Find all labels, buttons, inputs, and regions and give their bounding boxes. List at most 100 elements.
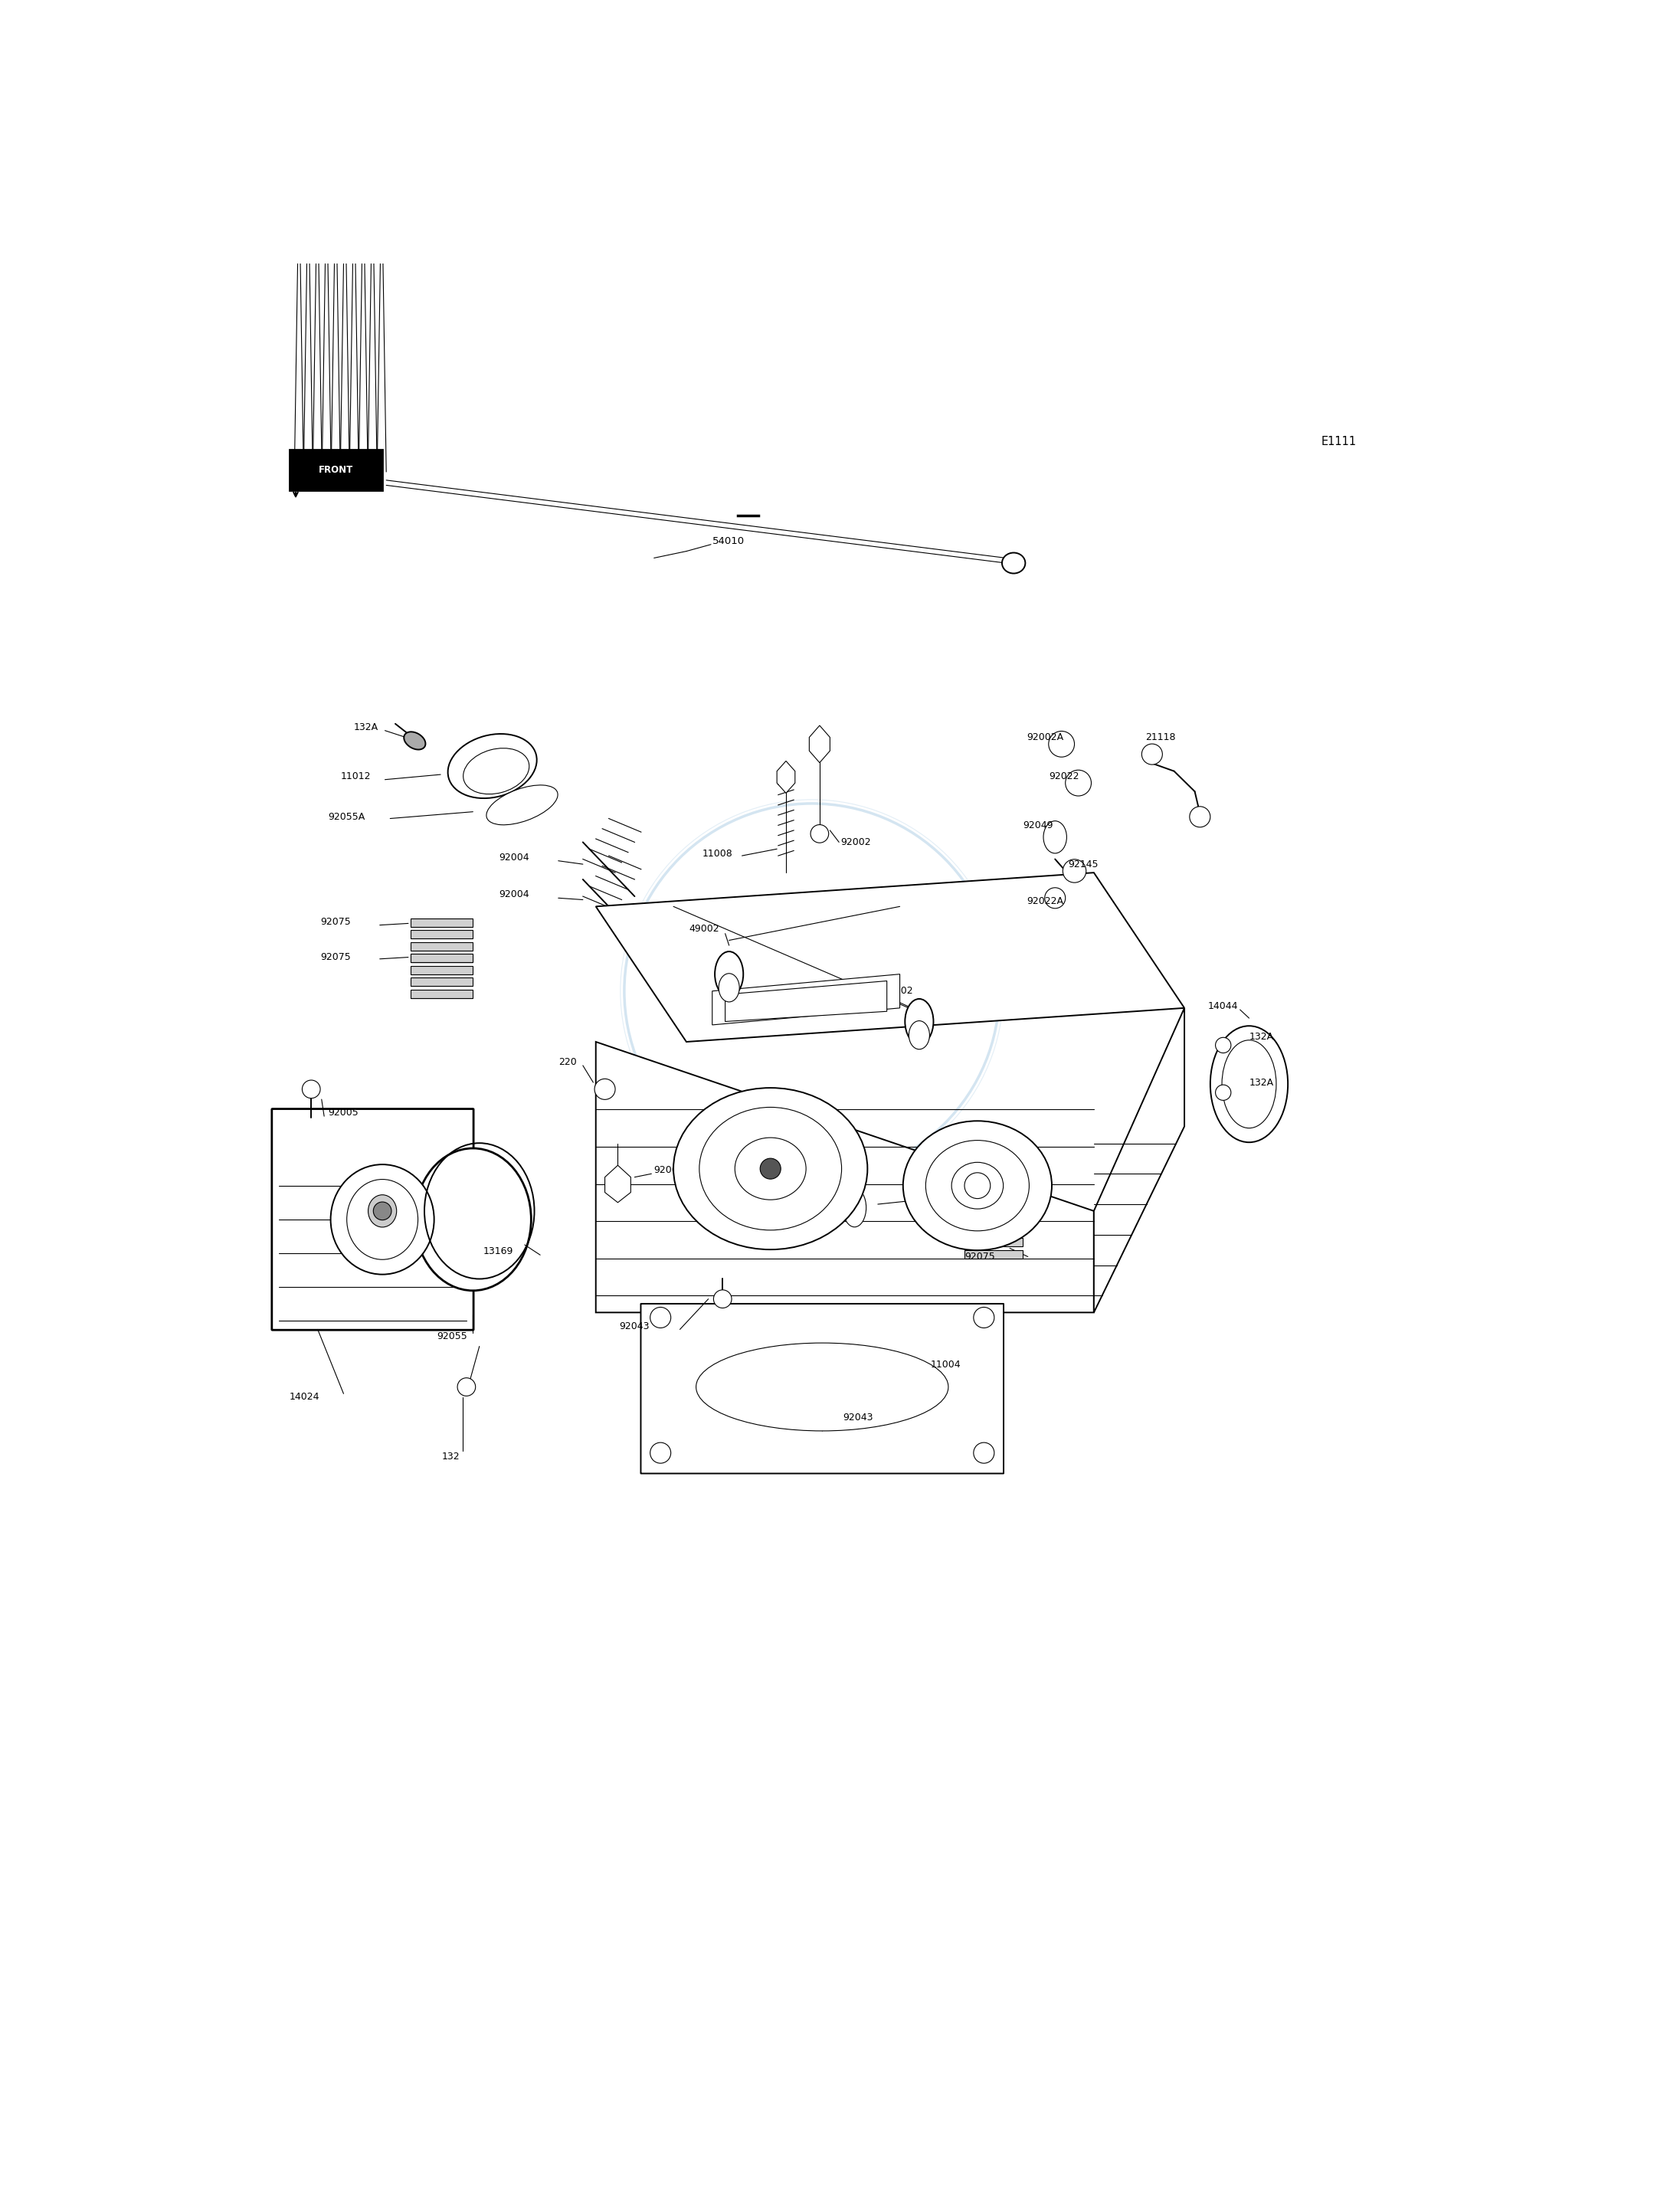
Text: OEM: OEM: [726, 940, 867, 993]
Text: 49002: 49002: [884, 986, 914, 995]
Polygon shape: [412, 978, 474, 986]
Text: 92004: 92004: [499, 852, 529, 863]
Polygon shape: [412, 967, 474, 973]
Ellipse shape: [696, 1342, 948, 1430]
Text: 92002: 92002: [840, 837, 870, 848]
Polygon shape: [964, 1215, 1023, 1224]
Circle shape: [1045, 888, 1065, 907]
Text: FRONT: FRONT: [319, 466, 353, 475]
Text: 92075: 92075: [321, 951, 351, 962]
Text: 11012: 11012: [912, 1191, 942, 1202]
Text: 49002: 49002: [689, 923, 719, 934]
Circle shape: [714, 1290, 732, 1307]
Ellipse shape: [951, 1162, 1003, 1208]
Circle shape: [1063, 859, 1085, 883]
Text: MOTORPARTS: MOTORPARTS: [727, 1000, 890, 1022]
Text: 14044: 14044: [1208, 1002, 1238, 1011]
Polygon shape: [412, 918, 474, 927]
Polygon shape: [964, 1239, 1023, 1246]
Polygon shape: [412, 943, 474, 951]
Text: 132A: 132A: [354, 723, 378, 732]
Circle shape: [964, 1173, 991, 1200]
Polygon shape: [776, 760, 795, 793]
Circle shape: [1048, 732, 1075, 758]
Circle shape: [1215, 1085, 1231, 1101]
Text: 92043: 92043: [620, 1320, 650, 1331]
Text: 13169: 13169: [484, 1246, 514, 1257]
FancyBboxPatch shape: [640, 1303, 1003, 1474]
Text: E1111: E1111: [1322, 435, 1357, 446]
Text: 54010: 54010: [712, 536, 744, 547]
Text: 92055: 92055: [437, 1331, 467, 1340]
Ellipse shape: [1221, 1039, 1277, 1127]
Ellipse shape: [415, 1149, 531, 1290]
Circle shape: [595, 1079, 615, 1098]
Circle shape: [650, 1307, 670, 1327]
Ellipse shape: [734, 1138, 806, 1200]
Polygon shape: [1094, 1008, 1184, 1312]
Ellipse shape: [1210, 1026, 1289, 1142]
Ellipse shape: [926, 1140, 1030, 1230]
Polygon shape: [964, 1202, 1023, 1208]
Circle shape: [1142, 745, 1163, 765]
Text: 132A: 132A: [1250, 1033, 1273, 1041]
Circle shape: [1065, 771, 1092, 795]
Circle shape: [810, 824, 828, 844]
Text: 11004: 11004: [931, 1360, 961, 1371]
Polygon shape: [810, 725, 830, 762]
Polygon shape: [412, 953, 474, 962]
Circle shape: [1215, 1037, 1231, 1052]
FancyBboxPatch shape: [289, 450, 383, 490]
Ellipse shape: [843, 1189, 867, 1226]
Ellipse shape: [719, 973, 739, 1002]
Ellipse shape: [449, 734, 538, 798]
Text: 11008: 11008: [702, 848, 732, 859]
Ellipse shape: [674, 1088, 867, 1250]
Polygon shape: [596, 1041, 1094, 1312]
Polygon shape: [596, 872, 1184, 1041]
Circle shape: [973, 1307, 995, 1327]
Text: 92075: 92075: [964, 1215, 995, 1224]
Text: 92022: 92022: [1048, 771, 1079, 782]
Ellipse shape: [346, 1180, 418, 1259]
Text: 92003: 92003: [654, 1164, 684, 1175]
Ellipse shape: [464, 749, 529, 793]
Text: 92022A: 92022A: [1026, 896, 1063, 907]
Text: 92075: 92075: [964, 1252, 995, 1261]
Circle shape: [302, 1081, 321, 1098]
Ellipse shape: [1001, 554, 1025, 573]
Text: 92005: 92005: [328, 1107, 358, 1118]
Ellipse shape: [906, 1000, 934, 1044]
Text: 92145: 92145: [1068, 859, 1099, 870]
Circle shape: [1189, 806, 1210, 828]
Circle shape: [650, 1443, 670, 1463]
Polygon shape: [726, 980, 887, 1022]
Text: 92004: 92004: [499, 890, 529, 899]
FancyBboxPatch shape: [272, 1109, 474, 1329]
Ellipse shape: [909, 1022, 929, 1050]
Circle shape: [973, 1443, 995, 1463]
Circle shape: [457, 1378, 475, 1395]
Circle shape: [759, 1158, 781, 1180]
Text: 92075: 92075: [321, 916, 351, 927]
Text: 11012: 11012: [341, 771, 371, 782]
Text: 21118: 21118: [1146, 732, 1176, 743]
Ellipse shape: [487, 784, 558, 824]
Ellipse shape: [331, 1164, 433, 1274]
Text: 92049: 92049: [1023, 819, 1053, 830]
Circle shape: [373, 1202, 391, 1219]
Ellipse shape: [904, 1120, 1052, 1250]
Ellipse shape: [699, 1107, 842, 1230]
Polygon shape: [964, 1226, 1023, 1235]
Ellipse shape: [1043, 822, 1067, 852]
Polygon shape: [964, 1250, 1023, 1259]
Polygon shape: [605, 1164, 630, 1202]
Ellipse shape: [368, 1195, 396, 1228]
Polygon shape: [412, 953, 474, 962]
Polygon shape: [412, 929, 474, 938]
Polygon shape: [412, 989, 474, 997]
Text: 14024: 14024: [289, 1393, 319, 1402]
Text: 220: 220: [558, 1057, 576, 1068]
Polygon shape: [712, 973, 900, 1024]
Polygon shape: [964, 1213, 1023, 1222]
